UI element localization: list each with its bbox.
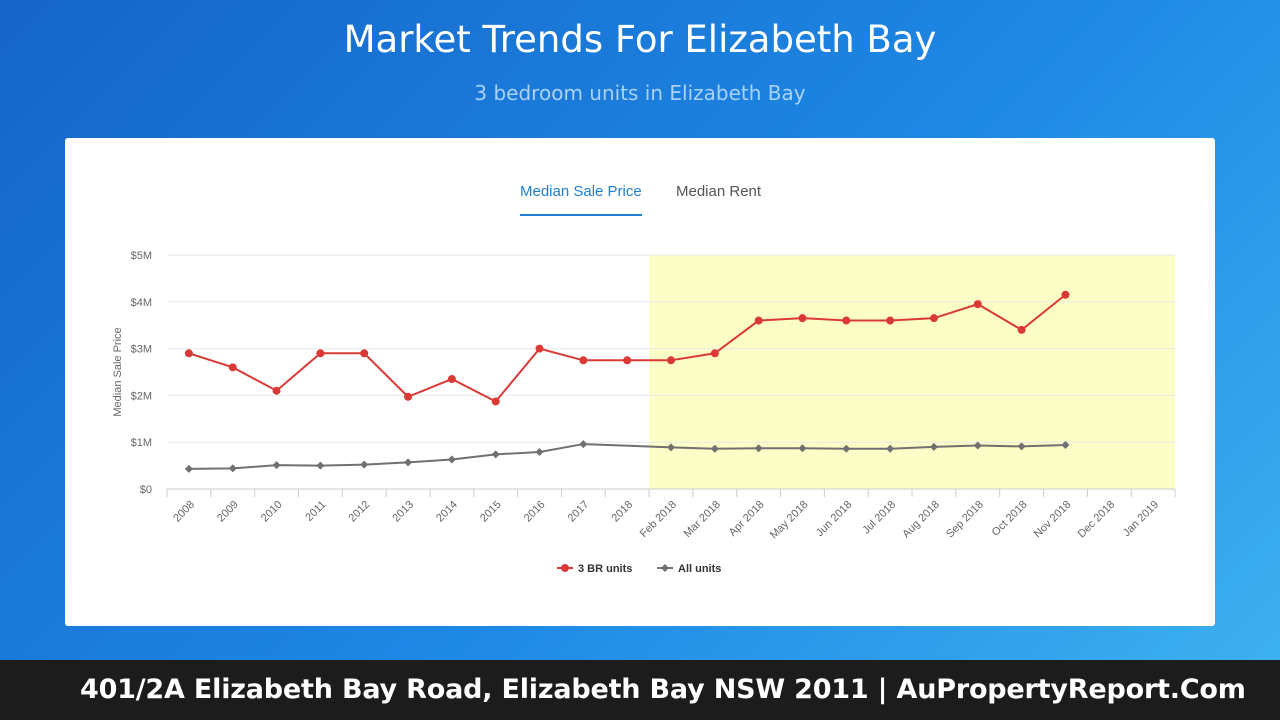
x-tick-label: Sep 2018 [944, 499, 986, 541]
tab-median-rent[interactable]: Median Rent [676, 183, 762, 200]
x-tick-label: Jun 2018 [814, 499, 854, 539]
series-3br-point [447, 375, 456, 384]
series-all-point [360, 460, 369, 469]
series-3br-point [491, 397, 500, 406]
series-3br-point [886, 316, 895, 325]
series-all-point [535, 448, 544, 457]
series-all-point [447, 455, 456, 464]
y-tick-label: $2M [131, 390, 152, 402]
highlight-band [649, 255, 1175, 489]
series-all-point [710, 444, 719, 453]
x-tick-label: Dec 2018 [1076, 499, 1118, 541]
series-3br-point [842, 316, 851, 325]
line-chart: $0 $1M $2M $3M $4M $5M Median Sale Price 2008 20… [112, 250, 1176, 575]
series-3br-point [973, 300, 982, 309]
x-tick-label: 2009 [215, 499, 241, 525]
series-3br-point [404, 392, 413, 401]
series-3br-point [667, 356, 675, 365]
x-tick-label: Mar 2018 [682, 499, 723, 540]
x-tick-label: 2008 [171, 499, 197, 525]
series-3br-point [929, 314, 938, 323]
series-all-point [667, 443, 675, 452]
series-all-point [491, 450, 500, 459]
series-all-point [404, 458, 413, 467]
x-tick-label: May 2018 [768, 499, 811, 542]
x-tick-label: Jan 2019 [1121, 499, 1161, 539]
legend-all-label: All units [678, 563, 721, 575]
footer-bar: 401/2A Elizabeth Bay Road, Elizabeth Bay… [0, 660, 1280, 720]
x-tick-label: 2012 [347, 499, 373, 525]
legend-3br-marker [561, 564, 569, 572]
page-title: Market Trends For Elizabeth Bay [343, 18, 937, 61]
series-all-point [316, 461, 325, 470]
x-tick-label: Apr 2018 [727, 499, 767, 539]
series-3br-point [535, 344, 544, 353]
y-tick-label: $0 [140, 484, 152, 496]
y-axis-label: Median Sale Price [112, 327, 124, 416]
series-3br-point [623, 356, 632, 365]
series-all-point [929, 442, 938, 451]
series-3br-point [228, 363, 237, 372]
x-tick-label: 2013 [390, 499, 416, 525]
series-all-line [188, 443, 1066, 470]
series-3br-point [710, 349, 719, 358]
x-tick-label: Nov 2018 [1032, 499, 1074, 541]
series-all-point [754, 444, 763, 453]
x-tick-label: Oct 2018 [990, 499, 1030, 539]
series-all-point [798, 444, 807, 453]
tab-median-sale-price[interactable]: Median Sale Price [520, 183, 642, 216]
series-3br-point [360, 349, 369, 358]
series-all-point [1061, 441, 1070, 450]
series-all-point [272, 461, 281, 470]
x-tick-label: 2010 [259, 499, 285, 525]
x-tick-label: 2017 [566, 499, 592, 525]
series-3br-point [754, 316, 763, 325]
x-tick-label: Feb 2018 [638, 499, 679, 540]
series-3br-point [184, 349, 193, 358]
series-all-point [886, 444, 895, 453]
y-tick-label: $3M [131, 344, 152, 356]
legend-3br-label: 3 BR units [578, 563, 632, 575]
series-3br-point [798, 314, 807, 323]
series-3br-point [316, 349, 325, 358]
series-all-point [1017, 442, 1026, 451]
chart-card: Median Sale Price Median Rent $0 $1M $2M $3… [65, 138, 1215, 626]
series-all-point [973, 441, 982, 450]
footer-text: 401/2A Elizabeth Bay Road, Elizabeth Bay… [80, 674, 1246, 705]
y-tick-label: $1M [131, 437, 152, 449]
y-tick-label: $4M [131, 297, 152, 309]
series-all-point [579, 440, 588, 449]
series-3br-point [1061, 290, 1070, 299]
x-tick-label: 2014 [434, 499, 460, 525]
series-all-point [228, 464, 237, 473]
x-tick-label: Aug 2018 [900, 499, 942, 541]
y-tick-label: $5M [131, 250, 152, 262]
series-3br-point [272, 386, 281, 395]
series-all-point [842, 444, 851, 453]
x-tick-label: Jul 2018 [860, 499, 898, 537]
page-subtitle: 3 bedroom units in Elizabeth Bay [474, 81, 806, 105]
x-tick-label: 2016 [522, 499, 548, 525]
x-tick-label: 2011 [303, 499, 328, 524]
x-tick-label: 2015 [478, 499, 504, 525]
series-3br-point [1017, 325, 1026, 334]
chart-tabs: Median Sale Price Median Rent [65, 183, 1215, 217]
series-3br-point [579, 356, 588, 365]
legend-all-marker [661, 564, 669, 572]
x-tick-label: 2018 [609, 499, 635, 525]
series-all-point [184, 464, 193, 473]
